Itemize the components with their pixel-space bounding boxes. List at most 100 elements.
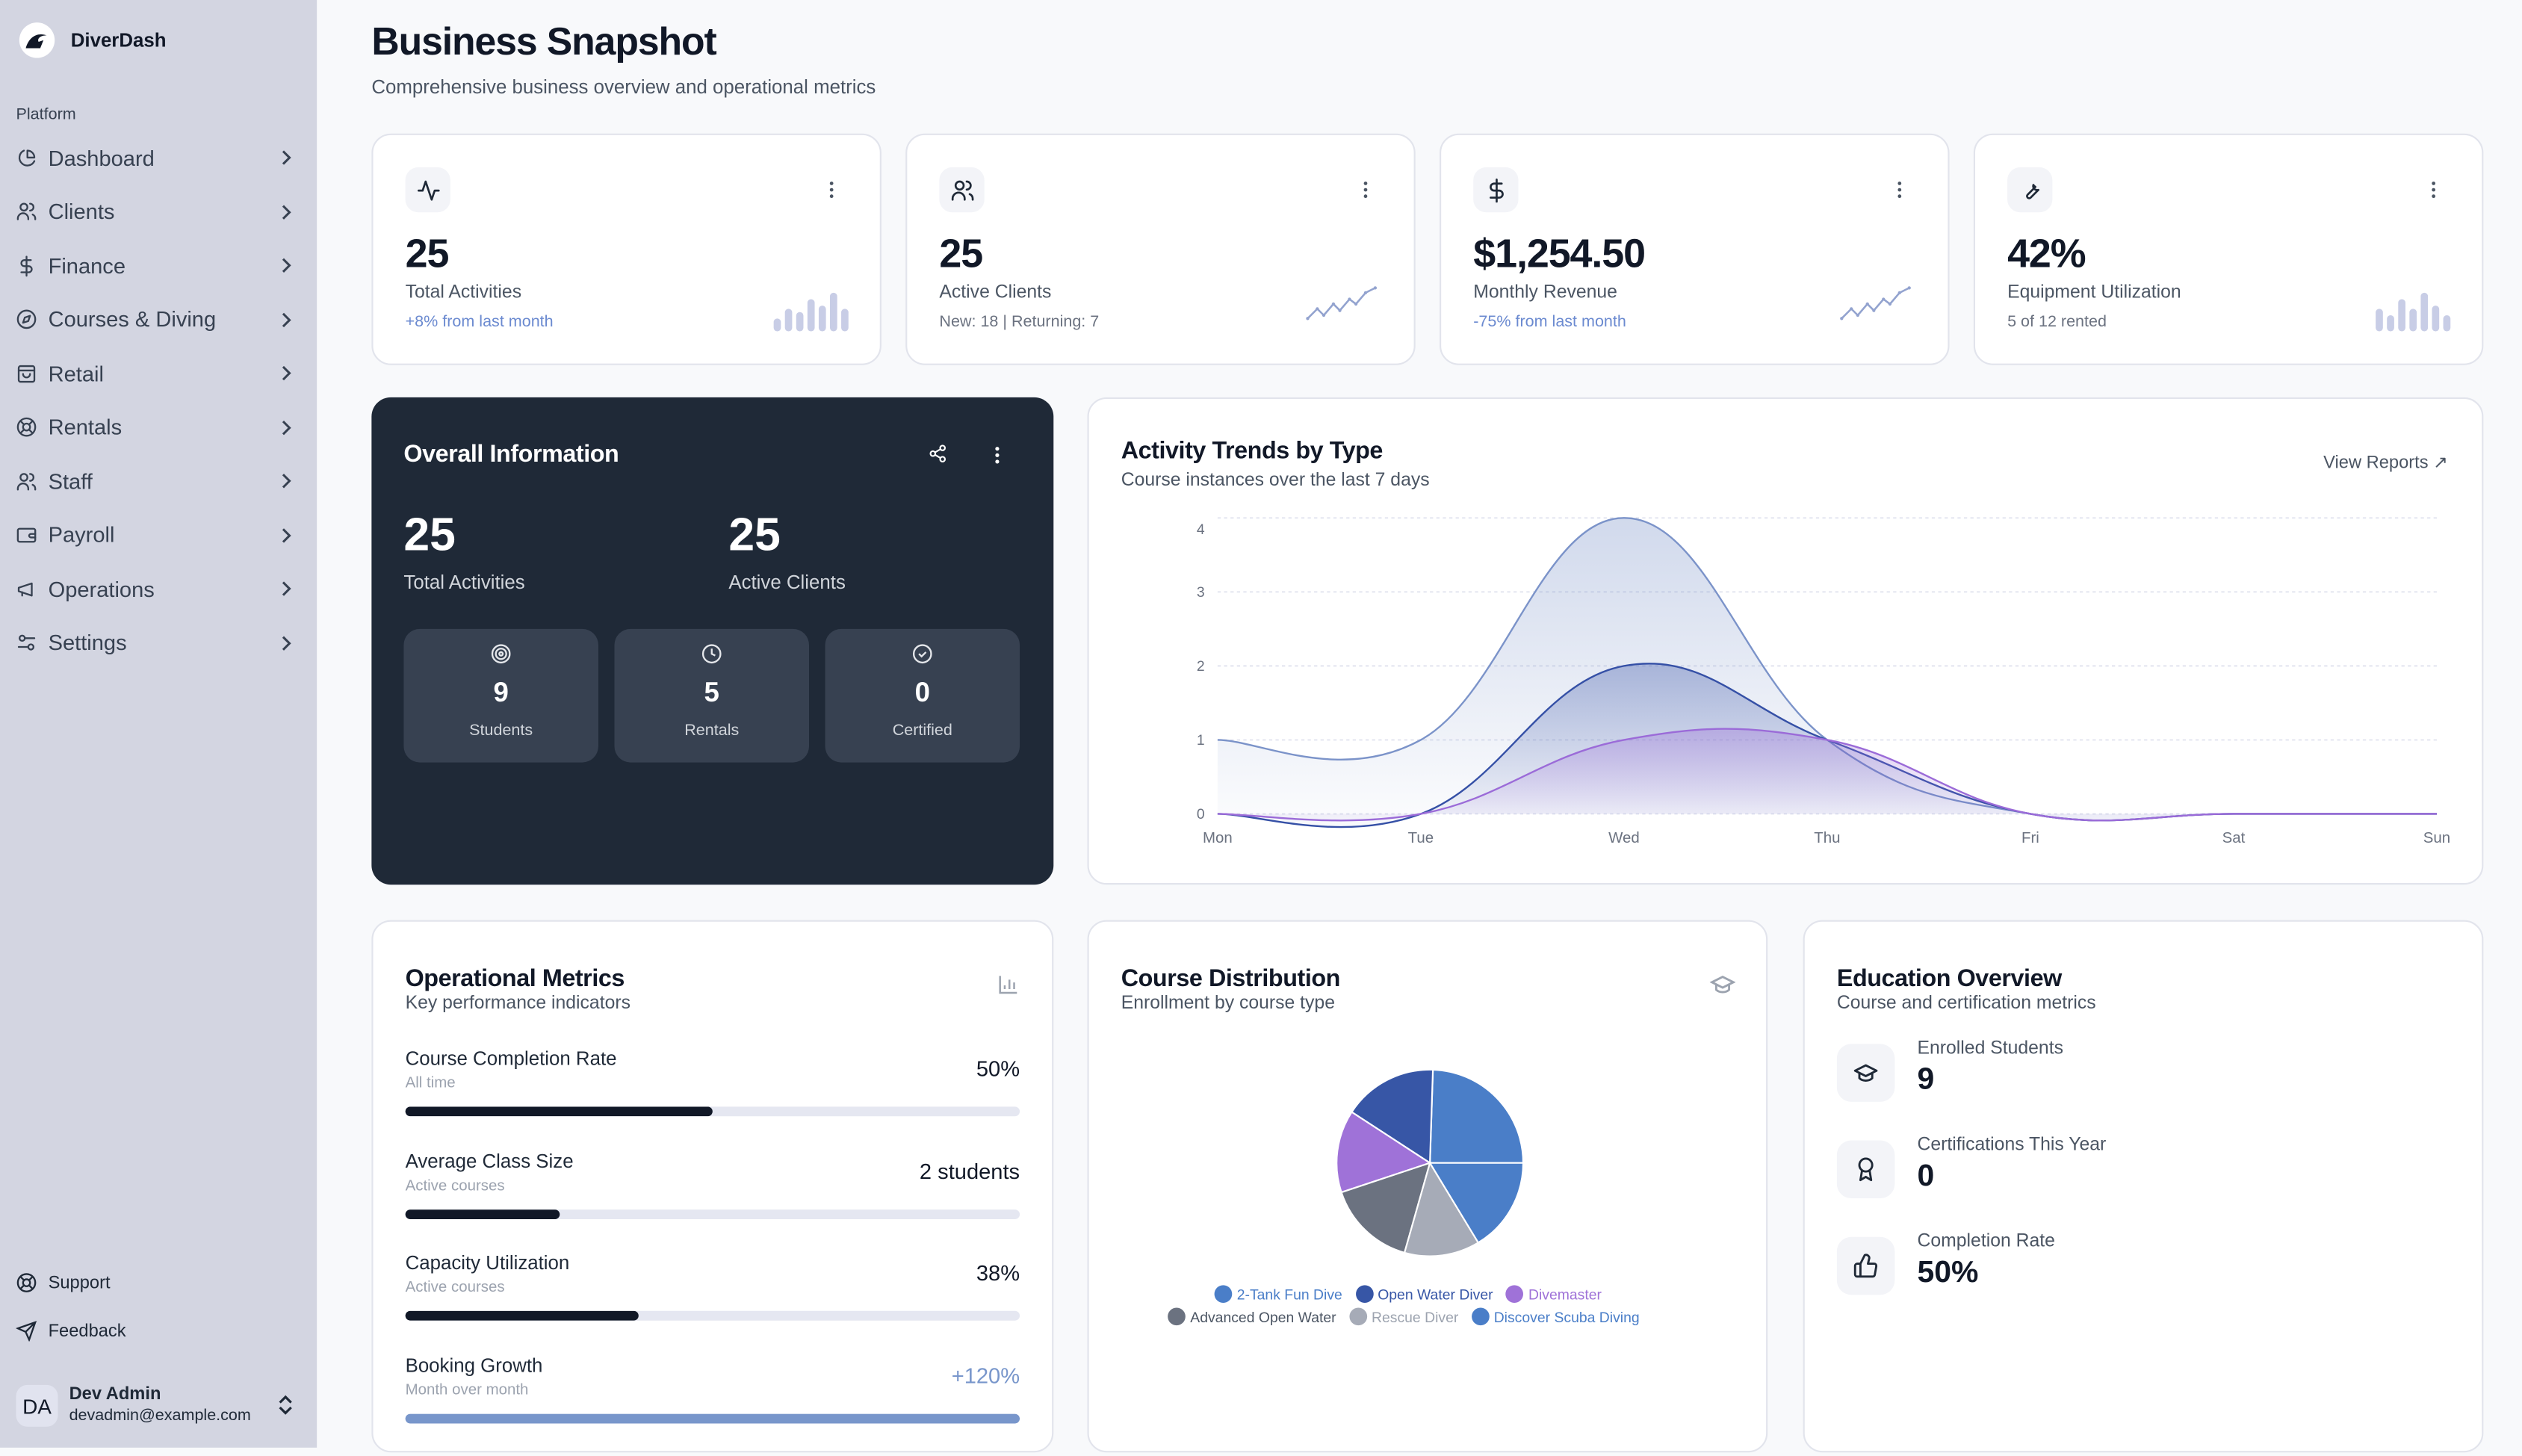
sidebar-item-retail[interactable]: Retail (16, 353, 300, 394)
page-subtitle: Comprehensive business overview and oper… (371, 75, 876, 99)
education-value: 50% (1917, 1256, 1979, 1290)
user-menu[interactable]: DA Dev Admin devadmin@example.com (16, 1380, 300, 1431)
sidebar-item-courses-diving[interactable]: Courses & Diving (16, 298, 300, 340)
card-title: Operational Metrics (405, 964, 625, 993)
stat-value: $1,254.50 (1473, 232, 1646, 277)
progress-fill (405, 1413, 1020, 1423)
education-label: Certifications This Year (1917, 1136, 2107, 1155)
series-line (1217, 728, 2437, 822)
sidebar-item-label: Finance (48, 253, 126, 278)
education-icon-box (1836, 1140, 1895, 1199)
activity-trends-card: Activity Trends by Type Course instances… (1087, 397, 2484, 885)
sidebar-item-label: Payroll (48, 522, 115, 548)
metric-value: 2 students (919, 1159, 1020, 1183)
dollar-icon (20, 255, 33, 276)
stat-note: -75% from last month (1473, 313, 1626, 332)
sidebar-item-payroll[interactable]: Payroll (16, 514, 300, 556)
education-value: 9 (1917, 1063, 1935, 1097)
progress-bar (405, 1413, 1020, 1423)
sparkline (773, 292, 849, 332)
chevrons-up-down-icon (279, 1395, 292, 1415)
more-options-icon[interactable] (828, 180, 835, 199)
course-distribution-pie (1336, 1068, 1525, 1257)
sidebar-item-settings[interactable]: Settings (16, 622, 300, 663)
sidebar-item-label: Retail (48, 361, 104, 385)
progress-bar (405, 1209, 1020, 1218)
support-label: Support (48, 1273, 111, 1293)
card-title: Education Overview (1836, 964, 2062, 993)
stat-label: Active Clients (939, 282, 1052, 303)
sidebar-item-support[interactable]: Support (16, 1272, 111, 1293)
x-tick-label: Thu (1814, 829, 1840, 846)
chevron-right-icon (282, 474, 291, 489)
spark-bar (2376, 309, 2383, 332)
chevron-right-icon (282, 365, 291, 381)
stat-value: 25 (405, 232, 450, 277)
user-email: devadmin@example.com (69, 1407, 251, 1425)
check-circle-icon (912, 644, 932, 664)
stat-note: +8% from last month (405, 313, 554, 332)
pie-slice (1428, 1068, 1525, 1164)
brand[interactable]: DiverDash (19, 22, 167, 58)
education-label: Completion Rate (1917, 1232, 2055, 1252)
bar-chart-icon (999, 976, 1017, 994)
more-options-icon[interactable] (1897, 180, 1903, 199)
metric-row: Booking Growth Month over month +120% (405, 1354, 1020, 1450)
users-icon (16, 472, 37, 490)
progress-fill (405, 1106, 713, 1117)
sidebar-item-label: Staff (48, 468, 93, 493)
metric-sublabel: Active courses (405, 1278, 505, 1297)
stat-card-1: 25 Active Clients New: 18 | Returning: 7 (905, 133, 1416, 365)
chevron-right-icon (282, 258, 291, 273)
life-buoy-icon (16, 417, 37, 437)
sidebar-item-feedback[interactable]: Feedback (16, 1321, 126, 1342)
chevron-right-icon (282, 635, 291, 650)
more-options-icon[interactable] (1363, 180, 1369, 199)
course-distribution-card: Course Distribution Enrollment by course… (1087, 920, 1768, 1453)
compass-icon (16, 309, 37, 329)
students-tile: 9 Students (403, 628, 598, 763)
overall-information-card: Overall Information 25 Total Activities … (371, 397, 1054, 885)
legend-item: 2-Tank Fun Dive (1214, 1285, 1342, 1304)
x-tick-label: Fri (2021, 829, 2039, 846)
sidebar-item-staff[interactable]: Staff (16, 460, 300, 502)
stat-note: 5 of 12 rented (2007, 313, 2107, 332)
stat-label: Total Activities (405, 282, 522, 303)
sidebar-section-label: Platform (16, 106, 76, 124)
progress-fill (405, 1209, 560, 1218)
education-overview-card: Education Overview Course and certificat… (1803, 920, 2484, 1453)
more-options-icon[interactable] (2430, 180, 2437, 199)
legend-item: Discover Scuba Diving (1471, 1307, 1640, 1326)
education-icon-box (1836, 1236, 1895, 1295)
legend-swatch (1471, 1307, 1490, 1326)
sidebar-item-label: Settings (48, 631, 127, 655)
education-value: 0 (1917, 1159, 1935, 1194)
graduation-cap-icon (1853, 1064, 1878, 1082)
y-tick-label: 0 (1197, 806, 1205, 823)
view-reports-link[interactable]: View Reports ↗ (2323, 453, 2449, 474)
stat-icon-box (939, 167, 985, 213)
spark-bar (807, 299, 815, 332)
sidebar-item-clients[interactable]: Clients (16, 190, 300, 232)
shopping-bag-icon (17, 364, 36, 382)
sparkline (2376, 292, 2451, 332)
share-icon[interactable] (928, 444, 947, 463)
stat-value: 42% (2007, 232, 2086, 277)
app-name: DiverDash (70, 28, 167, 52)
sidebar-item-label: Operations (48, 576, 155, 601)
sidebar-item-operations[interactable]: Operations (16, 568, 300, 610)
legend-item: Rescue Diver (1348, 1307, 1458, 1326)
pie-slice (1340, 1162, 1431, 1254)
x-tick-label: Sun (2423, 829, 2450, 846)
card-subtitle: Course instances over the last 7 days (1121, 471, 1430, 491)
legend-swatch (1168, 1307, 1186, 1326)
sidebar-item-finance[interactable]: Finance (16, 244, 300, 286)
sidebar-item-dashboard[interactable]: Dashboard (16, 137, 300, 179)
wrench-icon (2025, 183, 2039, 199)
spark-bar (2387, 315, 2394, 332)
rentals-tile: 5 Rentals (614, 628, 810, 763)
card-subtitle: Key performance indicators (405, 994, 630, 1014)
education-label: Enrolled Students (1917, 1038, 2063, 1059)
sidebar-item-rentals[interactable]: Rentals (16, 406, 300, 448)
more-options-icon[interactable] (994, 445, 1001, 465)
